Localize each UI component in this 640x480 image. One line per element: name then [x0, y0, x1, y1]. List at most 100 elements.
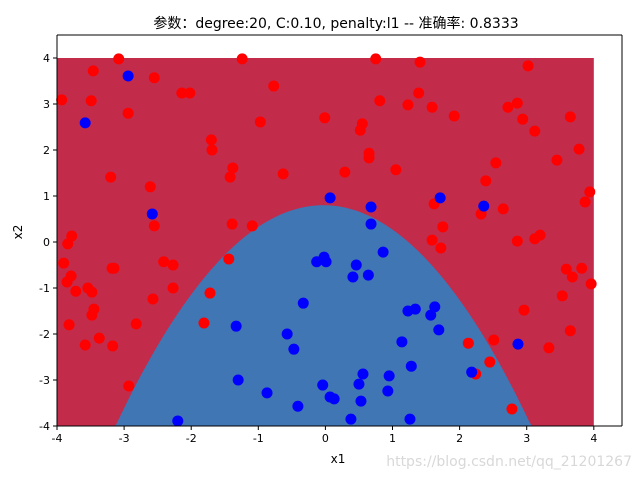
point-red [167, 282, 179, 294]
point-red [564, 325, 576, 337]
point-red [529, 233, 541, 245]
point-red [70, 285, 82, 297]
point-red [62, 238, 74, 250]
point-red [224, 171, 236, 183]
point-red [529, 125, 541, 137]
point-blue [172, 415, 184, 427]
point-red [123, 380, 135, 392]
point-red [277, 168, 289, 180]
point-blue [362, 269, 374, 281]
point-blue [232, 374, 244, 386]
point-red [205, 134, 217, 146]
point-red [584, 186, 596, 198]
point-red [435, 242, 447, 254]
point-red [268, 80, 280, 92]
point-blue [434, 192, 446, 204]
point-blue [122, 70, 134, 82]
point-blue [512, 338, 524, 350]
region-class-blue [57, 205, 594, 426]
x-tick-label: 1 [389, 432, 396, 445]
point-red [148, 220, 160, 232]
point-red [462, 337, 474, 349]
point-red [490, 157, 502, 169]
point-red [79, 339, 91, 351]
x-tick-label: -3 [119, 432, 130, 445]
x-tick-label: 2 [456, 432, 463, 445]
point-red [585, 278, 597, 290]
point-blue [466, 366, 478, 378]
point-red [56, 94, 68, 106]
point-red [184, 87, 196, 99]
y-tick-label: -2 [39, 328, 50, 341]
point-red [511, 97, 523, 109]
point-red [86, 309, 98, 321]
point-red [93, 332, 105, 344]
point-blue [357, 368, 369, 380]
point-red [85, 95, 97, 107]
point-red [204, 287, 216, 299]
y-tick-label: -3 [39, 374, 50, 387]
point-red [107, 340, 119, 352]
point-red [556, 290, 568, 302]
point-red [551, 154, 563, 166]
point-red [105, 171, 117, 183]
point-blue [320, 256, 332, 268]
point-blue [433, 324, 445, 336]
point-red [426, 234, 438, 246]
point-red [86, 286, 98, 298]
point-red [564, 111, 576, 123]
point-red [147, 293, 159, 305]
point-red [223, 253, 235, 265]
point-red [227, 162, 239, 174]
y-tick-label: 0 [43, 236, 50, 249]
point-blue [347, 271, 359, 283]
point-red [426, 101, 438, 113]
point-red [58, 257, 70, 269]
y-axis-label: x2 [11, 225, 25, 240]
y-tick-label: 4 [43, 52, 50, 65]
point-red [484, 356, 496, 368]
point-blue [355, 395, 367, 407]
point-red [576, 262, 588, 274]
point-red [573, 143, 585, 155]
point-red [130, 318, 142, 330]
point-blue [146, 208, 158, 220]
point-blue [425, 309, 437, 321]
point-red [497, 203, 509, 215]
watermark: https://blog.csdn.net/qq_21201267 [386, 454, 632, 470]
point-red [63, 319, 75, 331]
x-tick-label: -4 [52, 432, 63, 445]
point-red [148, 72, 160, 84]
point-red [226, 218, 238, 230]
point-red [480, 175, 492, 187]
point-red [319, 112, 331, 124]
point-red [167, 259, 179, 271]
point-red [518, 304, 530, 316]
axes: -4 -3 -2 -1 0 1 2 3 4 -4 -3 -2 -1 0 1 2 3 4 [39, 34, 623, 445]
x-tick-label: -2 [186, 432, 197, 445]
point-red [448, 110, 460, 122]
point-red [144, 181, 156, 193]
point-blue [261, 387, 273, 399]
y-tick-label: 1 [43, 190, 50, 203]
point-blue [404, 413, 416, 425]
scatter-points [56, 53, 597, 427]
y-tick-label: -4 [39, 420, 50, 433]
point-red [566, 271, 578, 283]
point-blue [405, 360, 417, 372]
point-blue [317, 379, 329, 391]
x-tick-label: 3 [523, 432, 530, 445]
point-blue [409, 303, 421, 315]
point-blue [377, 246, 389, 258]
point-red [108, 262, 120, 274]
x-axis-label: x1 [331, 452, 346, 466]
point-blue [288, 343, 300, 355]
point-red [254, 116, 266, 128]
x-tick-label: -1 [253, 432, 264, 445]
point-red [560, 263, 572, 275]
point-red [198, 317, 210, 329]
point-blue [297, 297, 309, 309]
point-red [413, 87, 425, 99]
point-blue [230, 320, 242, 332]
